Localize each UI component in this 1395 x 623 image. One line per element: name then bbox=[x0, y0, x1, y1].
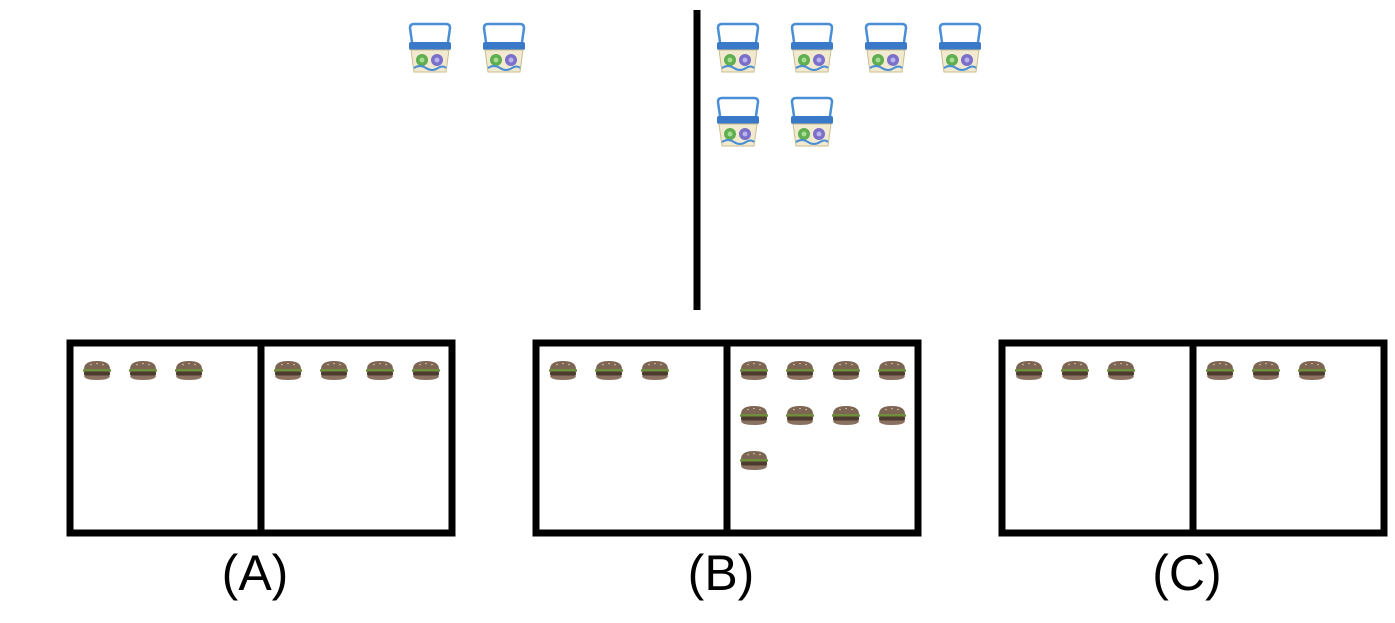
basket-icon bbox=[789, 96, 835, 148]
burger-icon bbox=[412, 361, 440, 380]
option-c-label[interactable]: (C) bbox=[1152, 545, 1222, 601]
burger-icon bbox=[1015, 361, 1043, 380]
burger-icon bbox=[595, 361, 623, 380]
burger-icon bbox=[83, 361, 111, 380]
option-c-box[interactable] bbox=[998, 339, 1388, 537]
burger-icon bbox=[740, 451, 768, 470]
burger-icon bbox=[1298, 361, 1326, 380]
burger-icon bbox=[786, 406, 814, 425]
burger-icon bbox=[832, 361, 860, 380]
burger-icon bbox=[366, 361, 394, 380]
burger-icon bbox=[878, 361, 906, 380]
option-b-box[interactable] bbox=[532, 339, 922, 537]
burger-icon bbox=[740, 361, 768, 380]
basket-icon bbox=[863, 22, 909, 74]
burger-icon bbox=[1107, 361, 1135, 380]
basket-icon bbox=[407, 22, 453, 74]
option-a-box[interactable] bbox=[66, 339, 456, 537]
burger-icon bbox=[641, 361, 669, 380]
basket-icon bbox=[481, 22, 527, 74]
burger-icon bbox=[274, 361, 302, 380]
basket-icon bbox=[789, 22, 835, 74]
option-b-label[interactable]: (B) bbox=[687, 545, 755, 601]
burger-icon bbox=[129, 361, 157, 380]
burger-icon bbox=[786, 361, 814, 380]
option-a-label[interactable]: (A) bbox=[221, 545, 289, 601]
burger-icon bbox=[1252, 361, 1280, 380]
burger-icon bbox=[549, 361, 577, 380]
basket-icon bbox=[715, 96, 761, 148]
basket-icon bbox=[715, 22, 761, 74]
burger-icon bbox=[320, 361, 348, 380]
burger-icon bbox=[1061, 361, 1089, 380]
burger-icon bbox=[878, 406, 906, 425]
burger-icon bbox=[175, 361, 203, 380]
burger-icon bbox=[832, 406, 860, 425]
burger-icon bbox=[1206, 361, 1234, 380]
burger-icon bbox=[740, 406, 768, 425]
basket-icon bbox=[937, 22, 983, 74]
